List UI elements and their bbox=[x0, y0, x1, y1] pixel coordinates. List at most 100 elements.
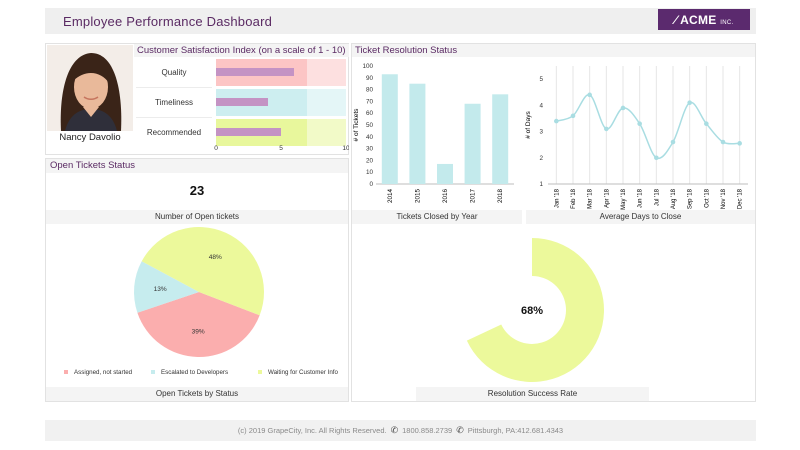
closed-y-tick: 60 bbox=[366, 110, 374, 117]
ticket-resolution-panel: Ticket Resolution Status # of Tickets 0 10… bbox=[351, 43, 756, 402]
avg-y-tick: 2 bbox=[539, 155, 543, 162]
employee-panel: Nancy Davolio Customer Satisfaction Inde… bbox=[45, 43, 349, 155]
avg-x-tick: Oct '18 bbox=[704, 188, 710, 207]
csi-bar bbox=[216, 98, 268, 106]
csi-band bbox=[307, 89, 346, 116]
employee-name: Nancy Davolio bbox=[59, 132, 121, 143]
closed-bar bbox=[409, 83, 426, 184]
closed-bar bbox=[437, 163, 453, 184]
closed-y-tick: 100 bbox=[362, 63, 373, 70]
closed-y-tick: 70 bbox=[366, 98, 374, 105]
footer-address: Pittsburgh, PA:412.681.4343 bbox=[467, 426, 564, 435]
footer-phone[interactable]: 1800.858.2739 bbox=[402, 426, 453, 435]
avg-x-tick: Jul '18 bbox=[654, 188, 660, 206]
csi-tick-label: 5 bbox=[279, 145, 283, 152]
avg-point bbox=[670, 139, 676, 145]
closed-y-axis-label: # of Tickets bbox=[353, 108, 360, 142]
avg-x-tick: Feb '18 bbox=[571, 188, 577, 208]
avg-x-tick: Nov '18 bbox=[721, 188, 727, 209]
footer: (c) 2019 GrapeCity, Inc. All Rights Rese… bbox=[45, 420, 756, 441]
avg-y-tick: 3 bbox=[539, 129, 543, 136]
closed-x-tick: 2016 bbox=[442, 189, 449, 204]
closed-bar bbox=[492, 94, 509, 184]
ticket-resolution-title: Ticket Resolution Status bbox=[352, 44, 755, 57]
csi-tick-label: 0 bbox=[214, 145, 218, 152]
csi-category-label: Timeliness bbox=[155, 98, 193, 107]
avg-point bbox=[737, 141, 742, 146]
success-ring bbox=[466, 238, 604, 382]
avg-y-tick: 4 bbox=[539, 102, 543, 109]
avg-y-tick: 5 bbox=[539, 76, 543, 83]
closed-bar bbox=[464, 103, 481, 184]
csi-bar bbox=[216, 68, 294, 76]
copyright-text: (c) 2019 GrapeCity, Inc. All Rights Rese… bbox=[237, 426, 387, 435]
avg-point bbox=[620, 105, 626, 111]
avg-x-tick: Dec '18 bbox=[738, 188, 744, 209]
logo-icon: ⁄ bbox=[674, 12, 677, 27]
avg-x-tick: Aug '18 bbox=[671, 188, 677, 209]
open-count-caption: Number of Open tickets bbox=[46, 210, 348, 224]
pie-legend-swatch bbox=[151, 370, 155, 374]
open-tickets-title: Open Tickets Status bbox=[46, 159, 348, 173]
closed-y-tick: 40 bbox=[366, 134, 374, 141]
avg-y-axis-label: # of Days bbox=[525, 111, 532, 139]
avatar bbox=[47, 45, 133, 131]
logo-text: ⁄ ACME INC. bbox=[675, 13, 734, 27]
avg-line bbox=[556, 94, 740, 160]
closed-x-tick: 2017 bbox=[470, 189, 477, 204]
pie-slice bbox=[141, 227, 264, 316]
closed-x-tick: 2015 bbox=[414, 189, 421, 204]
phone-icon-2: ✆ bbox=[456, 425, 464, 435]
logo-sub: INC. bbox=[720, 19, 734, 26]
closed-y-tick: 80 bbox=[366, 87, 374, 94]
closed-caption: Tickets Closed by Year bbox=[352, 210, 522, 224]
pie-slice-label: 48% bbox=[209, 254, 222, 261]
open-tickets-panel: Open Tickets Status 23 Number of Open ti… bbox=[45, 158, 349, 402]
avg-point bbox=[554, 118, 559, 124]
logo-main: ACME bbox=[680, 12, 717, 27]
avg-x-tick: Sep '18 bbox=[688, 188, 694, 209]
success-value-label: 68% bbox=[521, 305, 543, 317]
avg-x-tick: Jan '18 bbox=[554, 188, 560, 208]
avg-point bbox=[637, 121, 642, 126]
pie-legend-label: Escalated to Developers bbox=[161, 369, 228, 376]
avg-point bbox=[720, 139, 726, 145]
avg-point bbox=[604, 126, 609, 132]
phone-icon: ✆ bbox=[390, 425, 399, 435]
closed-x-tick: 2014 bbox=[387, 189, 394, 204]
csi-chart: Quality Timeliness Recommended 0 5 10 bbox=[136, 59, 349, 152]
pie-legend-swatch bbox=[258, 370, 262, 374]
csi-band bbox=[307, 119, 346, 146]
page-title: Employee Performance Dashboard bbox=[63, 14, 273, 29]
avg-x-tick: Mar '18 bbox=[588, 188, 594, 208]
closed-x-tick: 2018 bbox=[497, 189, 504, 204]
closed-y-tick: 90 bbox=[366, 75, 374, 82]
closed-y-tick: 30 bbox=[366, 146, 374, 153]
avg-y-tick: 1 bbox=[539, 181, 543, 188]
tickets-closed-chart: # of Tickets 0 10 20 30 40 50 60 70 80 90 100 2014 20… bbox=[353, 63, 514, 204]
csi-bar bbox=[216, 128, 281, 136]
resolution-success-chart: 68% bbox=[466, 238, 604, 382]
success-caption: Resolution Success Rate bbox=[416, 387, 649, 401]
avg-point bbox=[704, 121, 709, 126]
avg-point bbox=[587, 92, 592, 98]
avg-point bbox=[687, 100, 692, 106]
csi-band bbox=[307, 59, 346, 86]
closed-y-tick: 50 bbox=[366, 122, 374, 129]
closed-bar bbox=[381, 74, 398, 184]
pie-slice bbox=[134, 261, 199, 313]
csi-tick-label: 10 bbox=[342, 145, 349, 152]
csi-category-label: Quality bbox=[162, 68, 187, 77]
pie-slice-label: 13% bbox=[154, 286, 167, 293]
pie-legend-swatch bbox=[64, 370, 68, 374]
closed-y-tick: 20 bbox=[366, 157, 374, 164]
closed-y-tick: 10 bbox=[366, 169, 374, 176]
avg-point bbox=[570, 113, 576, 119]
open-ticket-count: 23 bbox=[189, 183, 205, 198]
avg-days-chart: # of Days 1 2 3 4 5 Jan '18 Feb '18 Mar '18 Apr '… bbox=[525, 66, 748, 210]
open-status-pie: 39% 13% 48% Assigned, not started Escalated … bbox=[64, 227, 338, 376]
csi-title: Customer Satisfaction Index (on a scale … bbox=[134, 44, 349, 57]
pie-legend-label: Assigned, not started bbox=[74, 369, 133, 376]
acme-logo[interactable]: ⁄ ACME INC. bbox=[658, 9, 750, 30]
pie-slice bbox=[137, 292, 260, 357]
